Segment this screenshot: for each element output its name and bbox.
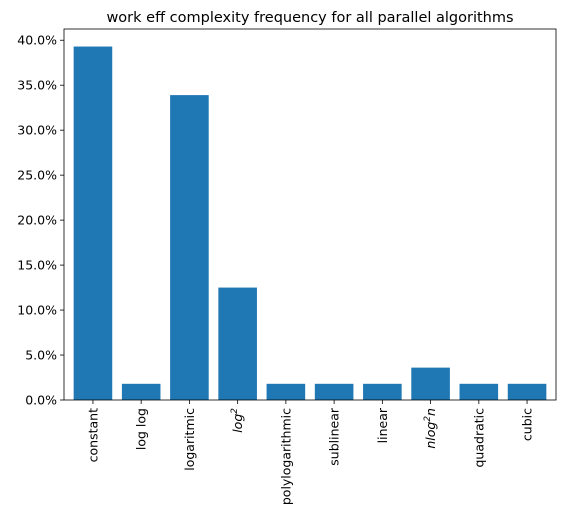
- bar-2: [170, 95, 209, 400]
- x-tick-label: cubic: [520, 408, 535, 441]
- y-tick-label: 15.0%: [17, 258, 57, 273]
- x-tick-label: linear: [375, 407, 390, 443]
- bar-0: [73, 46, 113, 401]
- x-tick-label: sublinear: [327, 407, 342, 466]
- x-tick-label: polylogarithmic: [278, 408, 293, 505]
- x-axis: constant log log logaritmic log2 polylogarit…: [85, 400, 535, 505]
- y-tick-label: 30.0%: [17, 123, 57, 138]
- y-tick-label: 35.0%: [17, 78, 57, 93]
- bar-9: [507, 383, 547, 400]
- x-tick-label: constant: [85, 408, 100, 462]
- x-tick-label: log log: [134, 408, 149, 450]
- x-tick-label: quadratic: [471, 408, 486, 468]
- x-tick-label: log2: [230, 408, 245, 433]
- plot-frame: [63, 28, 557, 401]
- y-axis: 0.0% 5.0% 10.0% 15.0% 20.0% 25.0% 30.0% 35.0% 40…: [17, 33, 64, 408]
- y-tick-label: 25.0%: [17, 168, 57, 183]
- bar-6: [363, 383, 402, 400]
- bars-group: [73, 46, 547, 401]
- y-tick-label: 5.0%: [25, 348, 57, 363]
- bar-7: [411, 367, 450, 400]
- chart-title: work eff complexity frequency for all pa…: [106, 10, 513, 26]
- bar-8: [459, 383, 499, 400]
- bar-4: [266, 383, 306, 400]
- bar-5: [314, 383, 354, 400]
- bar-3: [218, 287, 257, 400]
- x-tick-label: nlog2n: [423, 408, 438, 449]
- bar-1: [121, 383, 161, 400]
- y-tick-label: 10.0%: [17, 303, 57, 318]
- y-tick-label: 40.0%: [17, 33, 57, 48]
- y-tick-label: 20.0%: [17, 213, 57, 228]
- x-tick-label: logaritmic: [182, 408, 197, 471]
- y-tick-label: 0.0%: [25, 393, 57, 408]
